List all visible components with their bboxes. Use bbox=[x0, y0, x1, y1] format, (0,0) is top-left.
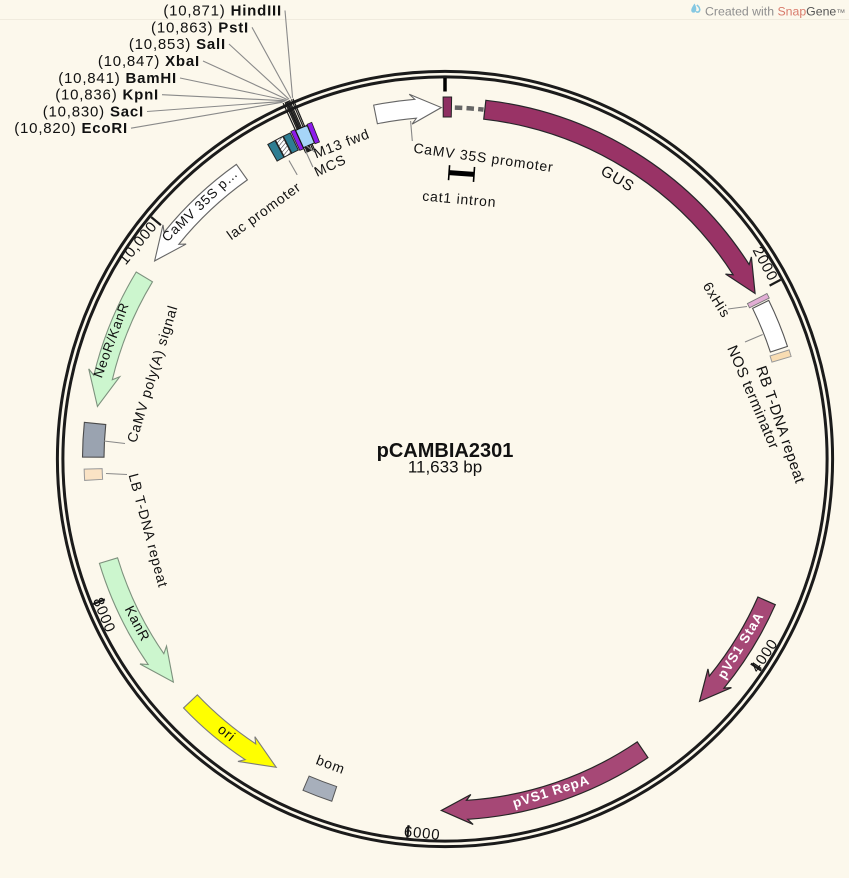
svg-text:(10,836) KpnI: (10,836) KpnI bbox=[55, 87, 159, 104]
svg-text:(10,841) BamHI: (10,841) BamHI bbox=[58, 70, 177, 87]
svg-text:(10,871) HindIII: (10,871) HindIII bbox=[163, 3, 282, 20]
svg-text:(10,853) SalI: (10,853) SalI bbox=[129, 36, 226, 53]
svg-text:(10,847) XbaI: (10,847) XbaI bbox=[98, 53, 200, 70]
svg-text:11,633 bp: 11,633 bp bbox=[408, 458, 482, 477]
svg-text:Created with SnapGene™: Created with SnapGene™ bbox=[705, 5, 845, 19]
svg-text:pCAMBIA2301: pCAMBIA2301 bbox=[377, 440, 514, 462]
svg-text:(10,830) SacI: (10,830) SacI bbox=[43, 104, 144, 121]
svg-text:(10,863) PstI: (10,863) PstI bbox=[151, 19, 249, 36]
svg-text:(10,820) EcoRI: (10,820) EcoRI bbox=[14, 120, 128, 137]
svg-text:cat1 intron: cat1 intron bbox=[422, 188, 497, 210]
svg-text:6000: 6000 bbox=[403, 823, 441, 844]
